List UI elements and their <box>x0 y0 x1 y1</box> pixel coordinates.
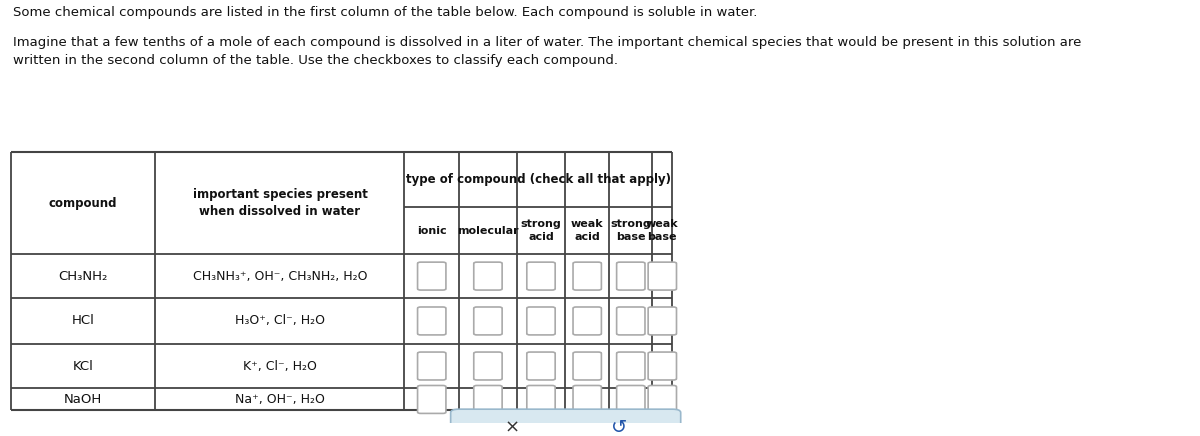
Text: HCl: HCl <box>72 314 95 327</box>
Text: Some chemical compounds are listed in the first column of the table below. Each : Some chemical compounds are listed in th… <box>13 7 757 19</box>
FancyBboxPatch shape <box>451 409 680 436</box>
Text: Na⁺, OH⁻, H₂O: Na⁺, OH⁻, H₂O <box>235 393 325 406</box>
FancyBboxPatch shape <box>574 385 601 413</box>
Text: KCl: KCl <box>72 360 94 372</box>
FancyBboxPatch shape <box>418 262 446 290</box>
Text: NaOH: NaOH <box>64 393 102 406</box>
FancyBboxPatch shape <box>418 385 446 413</box>
Text: ×: × <box>505 419 520 436</box>
Text: ↺: ↺ <box>611 418 628 436</box>
Text: compound: compound <box>49 197 118 210</box>
Text: K⁺, Cl⁻, H₂O: K⁺, Cl⁻, H₂O <box>244 360 317 372</box>
Text: H₃O⁺, Cl⁻, H₂O: H₃O⁺, Cl⁻, H₂O <box>235 314 325 327</box>
Text: molecular: molecular <box>457 225 518 235</box>
FancyBboxPatch shape <box>474 262 502 290</box>
FancyBboxPatch shape <box>617 307 644 335</box>
FancyBboxPatch shape <box>648 262 677 290</box>
FancyBboxPatch shape <box>474 385 502 413</box>
FancyBboxPatch shape <box>648 352 677 380</box>
FancyBboxPatch shape <box>574 262 601 290</box>
FancyBboxPatch shape <box>474 307 502 335</box>
FancyBboxPatch shape <box>617 352 644 380</box>
Text: weak
base: weak base <box>646 219 679 242</box>
Text: ionic: ionic <box>416 225 446 235</box>
Text: weak
acid: weak acid <box>571 219 604 242</box>
Text: strong
acid: strong acid <box>521 219 562 242</box>
FancyBboxPatch shape <box>527 352 556 380</box>
FancyBboxPatch shape <box>527 307 556 335</box>
FancyBboxPatch shape <box>617 385 644 413</box>
Text: CH₃NH₃⁺, OH⁻, CH₃NH₂, H₂O: CH₃NH₃⁺, OH⁻, CH₃NH₂, H₂O <box>193 269 367 283</box>
Text: type of compound ​(check all that apply): type of compound ​(check all that apply) <box>406 174 671 186</box>
FancyBboxPatch shape <box>418 352 446 380</box>
Text: CH₃NH₂: CH₃NH₂ <box>59 269 108 283</box>
FancyBboxPatch shape <box>418 307 446 335</box>
Text: strong
base: strong base <box>611 219 652 242</box>
FancyBboxPatch shape <box>574 307 601 335</box>
Text: Imagine that a few tenths of a mole of each compound is dissolved in a liter of : Imagine that a few tenths of a mole of e… <box>13 36 1081 68</box>
FancyBboxPatch shape <box>648 307 677 335</box>
FancyBboxPatch shape <box>474 352 502 380</box>
FancyBboxPatch shape <box>617 262 644 290</box>
FancyBboxPatch shape <box>648 385 677 413</box>
Text: important species present
when dissolved in water: important species present when dissolved… <box>192 188 367 218</box>
FancyBboxPatch shape <box>527 385 556 413</box>
FancyBboxPatch shape <box>527 262 556 290</box>
FancyBboxPatch shape <box>574 352 601 380</box>
